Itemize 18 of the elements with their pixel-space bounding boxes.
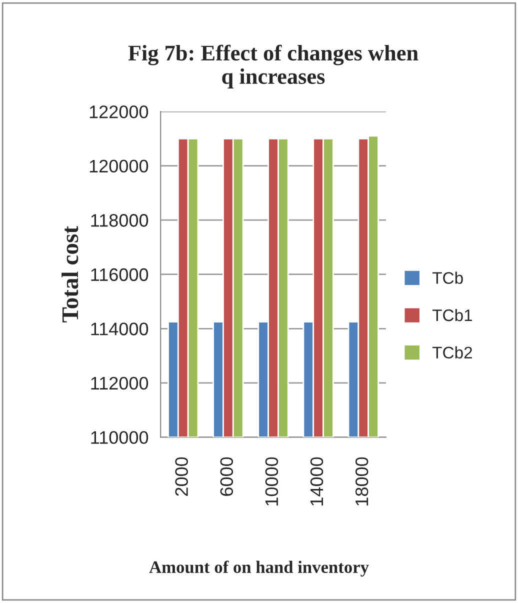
legend-label: TCb1 (432, 308, 472, 322)
y-tick-label: 116000 (91, 268, 148, 282)
y-tick-label: 112000 (91, 376, 148, 390)
x-tick-label: 14000 (310, 457, 324, 506)
x-tick-label: 18000 (355, 457, 368, 506)
legend-label: TCb2 (432, 346, 472, 359)
chart-title: Fig 7b: Effect of changes when q increases (128, 44, 418, 89)
x-tick-label: 6000 (220, 457, 234, 496)
x-axis-title: Amount of on hand inventory (149, 560, 369, 577)
y-tick-label: 118000 (91, 214, 148, 227)
y-tick-label: 114000 (91, 322, 148, 336)
y-tick-label: 120000 (90, 160, 148, 173)
x-tick-label: 2000 (175, 457, 188, 496)
y-axis-title: Total cost (62, 226, 78, 322)
x-tick-label: 10000 (265, 457, 278, 506)
y-tick-label: 122000 (90, 105, 148, 118)
y-tick-label: 110000 (91, 431, 148, 444)
legend-label: TCb (432, 272, 463, 284)
